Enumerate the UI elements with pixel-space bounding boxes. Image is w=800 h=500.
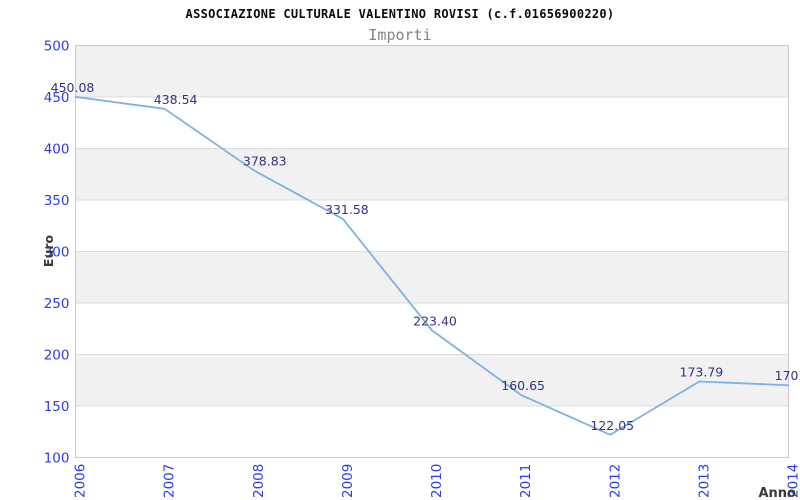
point-label: 438.54 xyxy=(154,92,198,107)
y-tick-label: 100 xyxy=(44,451,70,467)
y-tick-label: 250 xyxy=(44,296,70,312)
point-label: 173.79 xyxy=(680,364,724,379)
point-label: 170.16 xyxy=(775,368,800,383)
plot-band xyxy=(75,406,789,458)
point-label: 160.65 xyxy=(501,378,545,393)
plot-band xyxy=(75,354,789,406)
data-line xyxy=(74,96,790,436)
x-tick-label: 2011 xyxy=(518,464,534,498)
y-tick-label: 300 xyxy=(44,245,70,261)
y-tick-label: 350 xyxy=(44,193,70,209)
point-label: 223.40 xyxy=(413,313,457,328)
chart-title: ASSOCIAZIONE CULTURALE VALENTINO ROVISI … xyxy=(185,7,615,21)
y-axis-title: Euro xyxy=(41,234,56,267)
x-tick-label: 2007 xyxy=(162,464,178,498)
plot-band xyxy=(75,45,789,97)
x-tick-label: 2006 xyxy=(73,464,89,498)
plot-band xyxy=(75,148,789,200)
y-tick-label: 150 xyxy=(44,399,70,415)
plot-band xyxy=(75,251,789,303)
plot-border xyxy=(75,45,789,458)
x-axis-title: Anno xyxy=(758,486,796,500)
plot-band xyxy=(75,303,789,355)
y-tick-label: 400 xyxy=(44,142,70,158)
point-label: 122.05 xyxy=(590,418,634,433)
plot-band xyxy=(75,200,789,252)
y-tick-label: 200 xyxy=(44,348,70,364)
x-tick-label: 2014 xyxy=(786,464,800,498)
x-tick-label: 2009 xyxy=(340,464,356,498)
point-label: 378.83 xyxy=(243,153,287,168)
x-tick-label: 2010 xyxy=(429,464,445,498)
point-label: 331.58 xyxy=(325,202,369,217)
x-tick-label: 2012 xyxy=(607,464,623,498)
y-tick-label: 450 xyxy=(44,90,70,106)
plot-band xyxy=(75,97,789,149)
x-tick-label: 2013 xyxy=(696,464,712,498)
y-tick-label: 500 xyxy=(44,39,70,55)
x-tick-label: 2008 xyxy=(251,464,267,498)
point-label: 450.08 xyxy=(51,80,95,95)
chart-subtitle: Importi xyxy=(368,26,432,44)
